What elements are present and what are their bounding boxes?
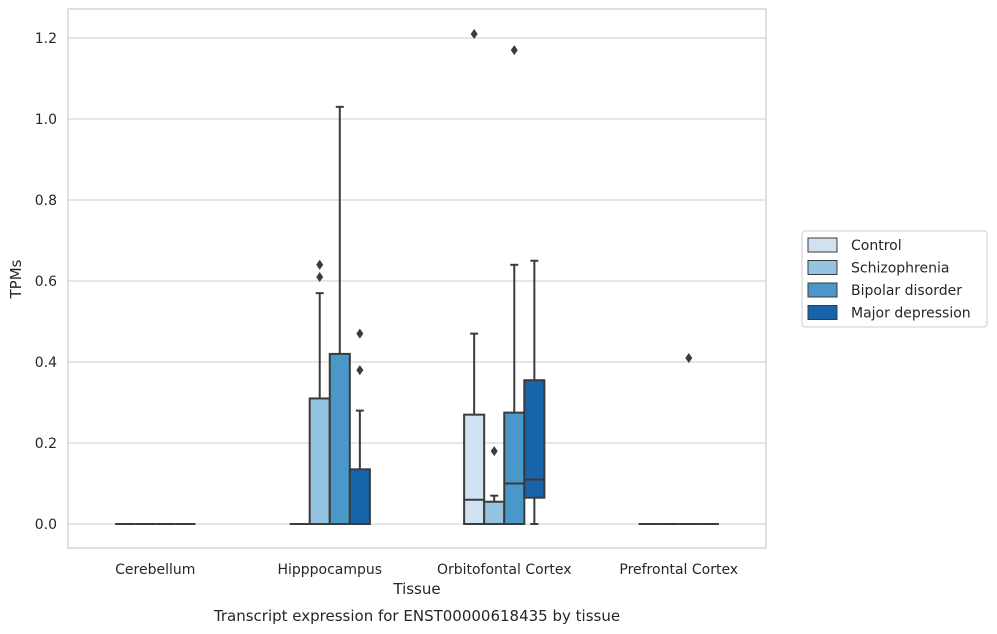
outlier-point <box>316 271 324 282</box>
y-tick-label: 0.6 <box>35 274 57 290</box>
legend-frame <box>801 230 988 328</box>
outlier-point <box>490 446 498 457</box>
x-axis-ticks: Cerebellum Hipppocampus Orbitofontal Corte… <box>115 562 738 578</box>
plot-background <box>68 9 766 548</box>
y-tick-label: 1.2 <box>35 31 57 47</box>
y-tick-label: 0.8 <box>35 193 57 209</box>
y-tick-label: 0.2 <box>35 436 57 452</box>
box-group <box>503 45 526 525</box>
y-axis-title: TPMs <box>7 259 25 299</box>
legend-label: Schizophrenia <box>851 261 949 277</box>
outlier-point <box>356 365 364 376</box>
outlier-point <box>470 28 478 39</box>
legend-label: Bipolar disorder <box>851 283 962 299</box>
legend: Control Schizophrenia Bipolar disorder Majo… <box>801 230 988 328</box>
box-group <box>523 259 546 525</box>
legend-label: Control <box>851 238 902 254</box>
legend-swatch <box>807 282 838 298</box>
figure-caption: Transcript expression for ENST0000061843… <box>213 607 620 625</box>
box-group <box>348 328 371 526</box>
outlier-point <box>685 352 693 363</box>
legend-swatch <box>807 237 838 253</box>
box <box>463 413 486 525</box>
legend-label: Major depression <box>851 306 971 322</box>
box <box>348 468 371 526</box>
box <box>308 397 331 526</box>
box <box>503 411 526 525</box>
plot-frame <box>67 8 767 549</box>
box-group <box>463 28 486 525</box>
y-tick-label: 1.0 <box>35 112 57 128</box>
y-axis-ticks: 0.0 0.2 0.4 0.6 0.8 1.0 1.2 <box>35 31 57 533</box>
outlier-point <box>356 328 364 339</box>
box <box>483 500 506 526</box>
x-axis-title: Tissue <box>392 580 440 598</box>
x-tick-label: Prefrontal Cortex <box>619 562 738 578</box>
y-tick-label: 0.4 <box>35 355 57 371</box>
outlier-point <box>510 45 518 56</box>
x-tick-label: Cerebellum <box>115 562 195 578</box>
legend-swatch <box>807 260 838 275</box>
x-tick-label: Orbitofontal Cortex <box>437 562 572 578</box>
grid-lines <box>68 37 766 525</box>
box-group <box>328 105 351 525</box>
box <box>523 379 546 499</box>
box-group <box>678 352 699 525</box>
x-tick-label: Hipppocampus <box>277 562 382 578</box>
box <box>328 352 351 525</box>
y-tick-label: 0.0 <box>35 517 57 533</box>
chart-marks <box>115 28 719 526</box>
legend-swatch <box>807 305 838 320</box>
outlier-point <box>316 259 324 270</box>
